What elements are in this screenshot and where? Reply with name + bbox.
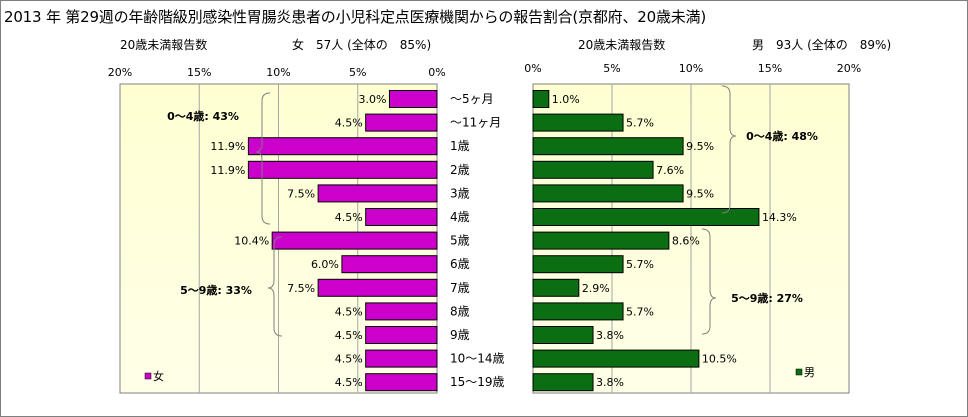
left-legend-swatch — [144, 372, 152, 380]
category-label: 15～19歳 — [450, 375, 505, 389]
right-bar — [532, 113, 624, 132]
left-data-label: 4.5% — [335, 211, 363, 224]
right-bar — [532, 90, 550, 108]
right-data-label: 2.9% — [582, 282, 610, 295]
right-bar — [532, 349, 700, 368]
chart-title: 2013 年 第29週の年齢階級別感染性胃腸炎患者の小児科定点医療機関からの報告… — [4, 8, 706, 26]
category-label: 2歳 — [450, 163, 470, 177]
left-data-label: 11.9% — [210, 140, 245, 153]
right-group-label-0-4: 0～4歳: 48% — [746, 129, 818, 143]
left-data-label: 4.5% — [335, 353, 363, 366]
right-data-label: 9.5% — [686, 187, 714, 200]
left-data-label: 4.5% — [335, 329, 363, 342]
left-bar — [365, 373, 438, 392]
right-data-label: 1.0% — [552, 93, 580, 106]
right-bracket-5-9 — [701, 228, 717, 335]
right-x-tick-label: 5% — [603, 62, 620, 75]
left-data-label: 3.0% — [358, 93, 386, 106]
left-data-label: 10.4% — [234, 235, 269, 248]
left-header-label: 20歳未満報告数 — [120, 38, 208, 52]
category-label: 8歳 — [450, 304, 470, 318]
right-legend-label: 男 — [804, 366, 815, 379]
right-data-label: 5.7% — [626, 305, 654, 318]
left-bar — [271, 231, 438, 250]
left-bar — [365, 113, 438, 132]
left-data-label: 4.5% — [335, 117, 363, 130]
category-label: 6歳 — [450, 257, 470, 271]
left-bracket-5-9 — [267, 236, 283, 337]
category-label: 9歳 — [450, 328, 470, 342]
left-bar — [341, 255, 438, 274]
right-data-label: 14.3% — [762, 211, 797, 224]
left-bar — [388, 90, 438, 108]
left-x-tick-label: 15% — [187, 66, 211, 79]
right-bar — [532, 160, 654, 179]
left-bar — [317, 184, 438, 203]
left-x-tick-label: 5% — [349, 66, 366, 79]
left-bar — [317, 278, 438, 297]
category-label: 5歳 — [450, 234, 470, 248]
left-data-label: 4.5% — [335, 376, 363, 389]
right-header-label: 20歳未満報告数 — [578, 38, 666, 52]
right-bracket-0-4 — [721, 85, 737, 214]
left-data-label: 6.0% — [311, 258, 339, 271]
right-data-label: 3.8% — [596, 329, 624, 342]
left-data-label: 4.5% — [335, 305, 363, 318]
right-bar — [532, 373, 594, 392]
left-bar — [365, 302, 438, 321]
right-group-label-5-9: 5～9歳: 27% — [731, 291, 803, 305]
left-bar — [247, 160, 438, 179]
right-x-tick-label: 15% — [758, 62, 782, 75]
left-x-tick-label: 20% — [108, 66, 132, 79]
right-bar — [532, 231, 670, 250]
left-header-stat: 女 57人 (全体の 85%) — [292, 38, 432, 52]
category-label: 1歳 — [450, 139, 470, 153]
right-bar — [532, 302, 624, 321]
right-data-label: 10.5% — [702, 353, 737, 366]
left-x-tick-label: 0% — [428, 66, 445, 79]
category-label: ～5ヶ月 — [450, 92, 494, 106]
left-x-tick-label: 10% — [266, 66, 290, 79]
right-x-tick-label: 0% — [524, 62, 541, 75]
right-bar — [532, 208, 760, 226]
right-bar — [532, 255, 624, 274]
left-data-label: 11.9% — [210, 164, 245, 177]
right-legend-swatch — [795, 368, 803, 376]
right-data-label: 5.7% — [626, 258, 654, 271]
right-bar — [532, 137, 684, 156]
right-data-label: 8.6% — [672, 235, 700, 248]
left-data-label: 7.5% — [287, 282, 315, 295]
category-label: ～11ヶ月 — [450, 116, 501, 130]
left-bar — [365, 326, 438, 344]
left-group-label-0-4: 0～4歳: 43% — [167, 109, 239, 123]
right-bar — [532, 184, 684, 203]
right-x-tick-label: 20% — [837, 62, 861, 75]
category-label: 7歳 — [450, 281, 470, 295]
left-data-label: 7.5% — [287, 187, 315, 200]
right-bar — [532, 278, 580, 297]
right-bar — [532, 326, 594, 344]
category-label: 10～14歳 — [450, 352, 505, 366]
left-group-label-5-9: 5～9歳: 33% — [180, 283, 252, 297]
right-data-label: 3.8% — [596, 376, 624, 389]
category-label: 3歳 — [450, 186, 470, 200]
right-data-label: 9.5% — [686, 140, 714, 153]
left-bracket-0-4 — [255, 92, 271, 225]
category-label: 4歳 — [450, 210, 470, 224]
right-data-label: 7.6% — [656, 164, 684, 177]
right-x-tick-label: 10% — [679, 62, 703, 75]
right-data-label: 5.7% — [626, 117, 654, 130]
left-bar — [365, 349, 438, 368]
left-bar — [247, 137, 438, 156]
left-legend-label: 女 — [153, 369, 164, 383]
right-header-stat: 男 93人 (全体の 89%) — [752, 38, 892, 52]
left-bar — [365, 208, 438, 226]
